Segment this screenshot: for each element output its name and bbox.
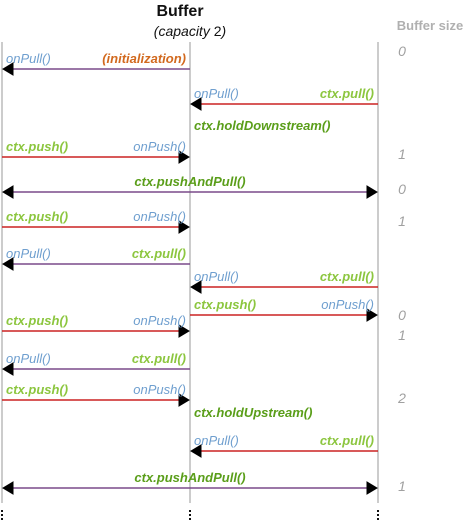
message-label-left: onPull() — [6, 51, 51, 66]
continuation-dots-buffer — [189, 510, 191, 520]
buffer-size-value: 1 — [398, 213, 406, 229]
message-label-right: ctx.pull() — [320, 433, 374, 448]
message-label-center: ctx.pushAndPull() — [134, 470, 245, 485]
arrowhead-left-icon — [2, 362, 14, 376]
message-m4: ctx.push() onPush() — [2, 139, 190, 164]
message-m7: onPull() ctx.pull() — [2, 246, 190, 271]
message-label-right: ctx.pull() — [132, 246, 186, 261]
messages: onPull() (initialization) onPull() ctx.pull… — [2, 51, 378, 495]
message-label-left: onPull() — [194, 269, 239, 284]
lifelines — [1, 42, 379, 520]
arrowhead-left-icon — [2, 481, 14, 495]
message-m3: ctx.holdDownstream() — [194, 118, 331, 133]
buffer-size-value: 0 — [398, 307, 406, 323]
message-label-left: onPull() — [6, 246, 51, 261]
message-m11: onPull() ctx.pull() — [2, 351, 190, 376]
message-m5: ctx.pushAndPull() — [2, 174, 378, 199]
arrowhead-left-icon — [2, 62, 14, 76]
subtitle-prefix: (capacity — [154, 23, 214, 39]
message-label-right: (initialization) — [102, 51, 186, 66]
arrowhead-right-icon — [178, 324, 190, 338]
message-label-right: ctx.pull() — [320, 269, 374, 284]
arrowhead-right-icon — [366, 308, 378, 322]
message-label-right: onPush() — [133, 382, 186, 397]
message-m14: onPull() ctx.pull() — [190, 433, 378, 458]
message-label-left: ctx.holdUpstream() — [194, 405, 312, 420]
message-label-left: ctx.push() — [6, 382, 68, 397]
message-label-center: ctx.pushAndPull() — [134, 174, 245, 189]
message-m15: ctx.pushAndPull() — [2, 470, 378, 495]
message-m9: ctx.push() onPush() — [190, 297, 378, 322]
arrowhead-right-icon — [366, 185, 378, 199]
message-label-left: ctx.holdDownstream() — [194, 118, 331, 133]
message-m2: onPull() ctx.pull() — [190, 86, 378, 111]
message-m12: ctx.push() onPush() — [2, 382, 190, 407]
arrowhead-left-icon — [2, 257, 14, 271]
message-label-right: ctx.pull() — [320, 86, 374, 101]
message-label-left: ctx.push() — [6, 313, 68, 328]
buffer-size-header: Buffer size — [397, 18, 463, 33]
message-label-left: onPull() — [6, 351, 51, 366]
message-label-left: ctx.push() — [194, 297, 256, 312]
message-m1: onPull() (initialization) — [2, 51, 190, 76]
buffer-size-column: 0 1 0 1 0 1 2 1 — [397, 43, 406, 494]
message-label-right: onPush() — [133, 139, 186, 154]
arrowhead-right-icon — [178, 220, 190, 234]
arrowhead-left-icon — [190, 444, 202, 458]
message-label-right: onPush() — [133, 209, 186, 224]
message-m6: ctx.push() onPush() — [2, 209, 190, 234]
message-m10: ctx.push() onPush() — [2, 313, 190, 338]
message-label-left: ctx.push() — [6, 209, 68, 224]
message-label-left: ctx.push() — [6, 139, 68, 154]
arrowhead-right-icon — [178, 150, 190, 164]
message-label-left: onPull() — [194, 86, 239, 101]
message-m8: onPull() ctx.pull() — [190, 269, 378, 294]
message-label-right: onPush() — [321, 297, 374, 312]
buffer-size-value: 2 — [397, 390, 406, 406]
buffer-size-value: 1 — [398, 478, 406, 494]
capacity-number: 2 — [214, 23, 222, 39]
subtitle-suffix: ) — [220, 23, 227, 39]
arrowhead-left-icon — [190, 280, 202, 294]
message-label-right: onPush() — [133, 313, 186, 328]
arrowhead-left-icon — [2, 185, 14, 199]
diagram-subtitle: (capacity 2) — [154, 23, 226, 39]
arrowhead-right-icon — [178, 393, 190, 407]
continuation-dots-upstream — [377, 510, 379, 520]
arrowhead-right-icon — [366, 481, 378, 495]
message-label-left: onPull() — [194, 433, 239, 448]
message-label-right: ctx.pull() — [132, 351, 186, 366]
buffer-size-value: 0 — [398, 181, 406, 197]
diagram-title: Buffer — [156, 3, 203, 20]
buffer-size-value: 1 — [398, 146, 406, 162]
continuation-dots-downstream — [1, 510, 3, 520]
arrowhead-left-icon — [190, 97, 202, 111]
buffer-size-value: 1 — [398, 327, 406, 343]
message-m13: ctx.holdUpstream() — [194, 405, 312, 420]
buffer-size-value: 0 — [398, 43, 406, 59]
